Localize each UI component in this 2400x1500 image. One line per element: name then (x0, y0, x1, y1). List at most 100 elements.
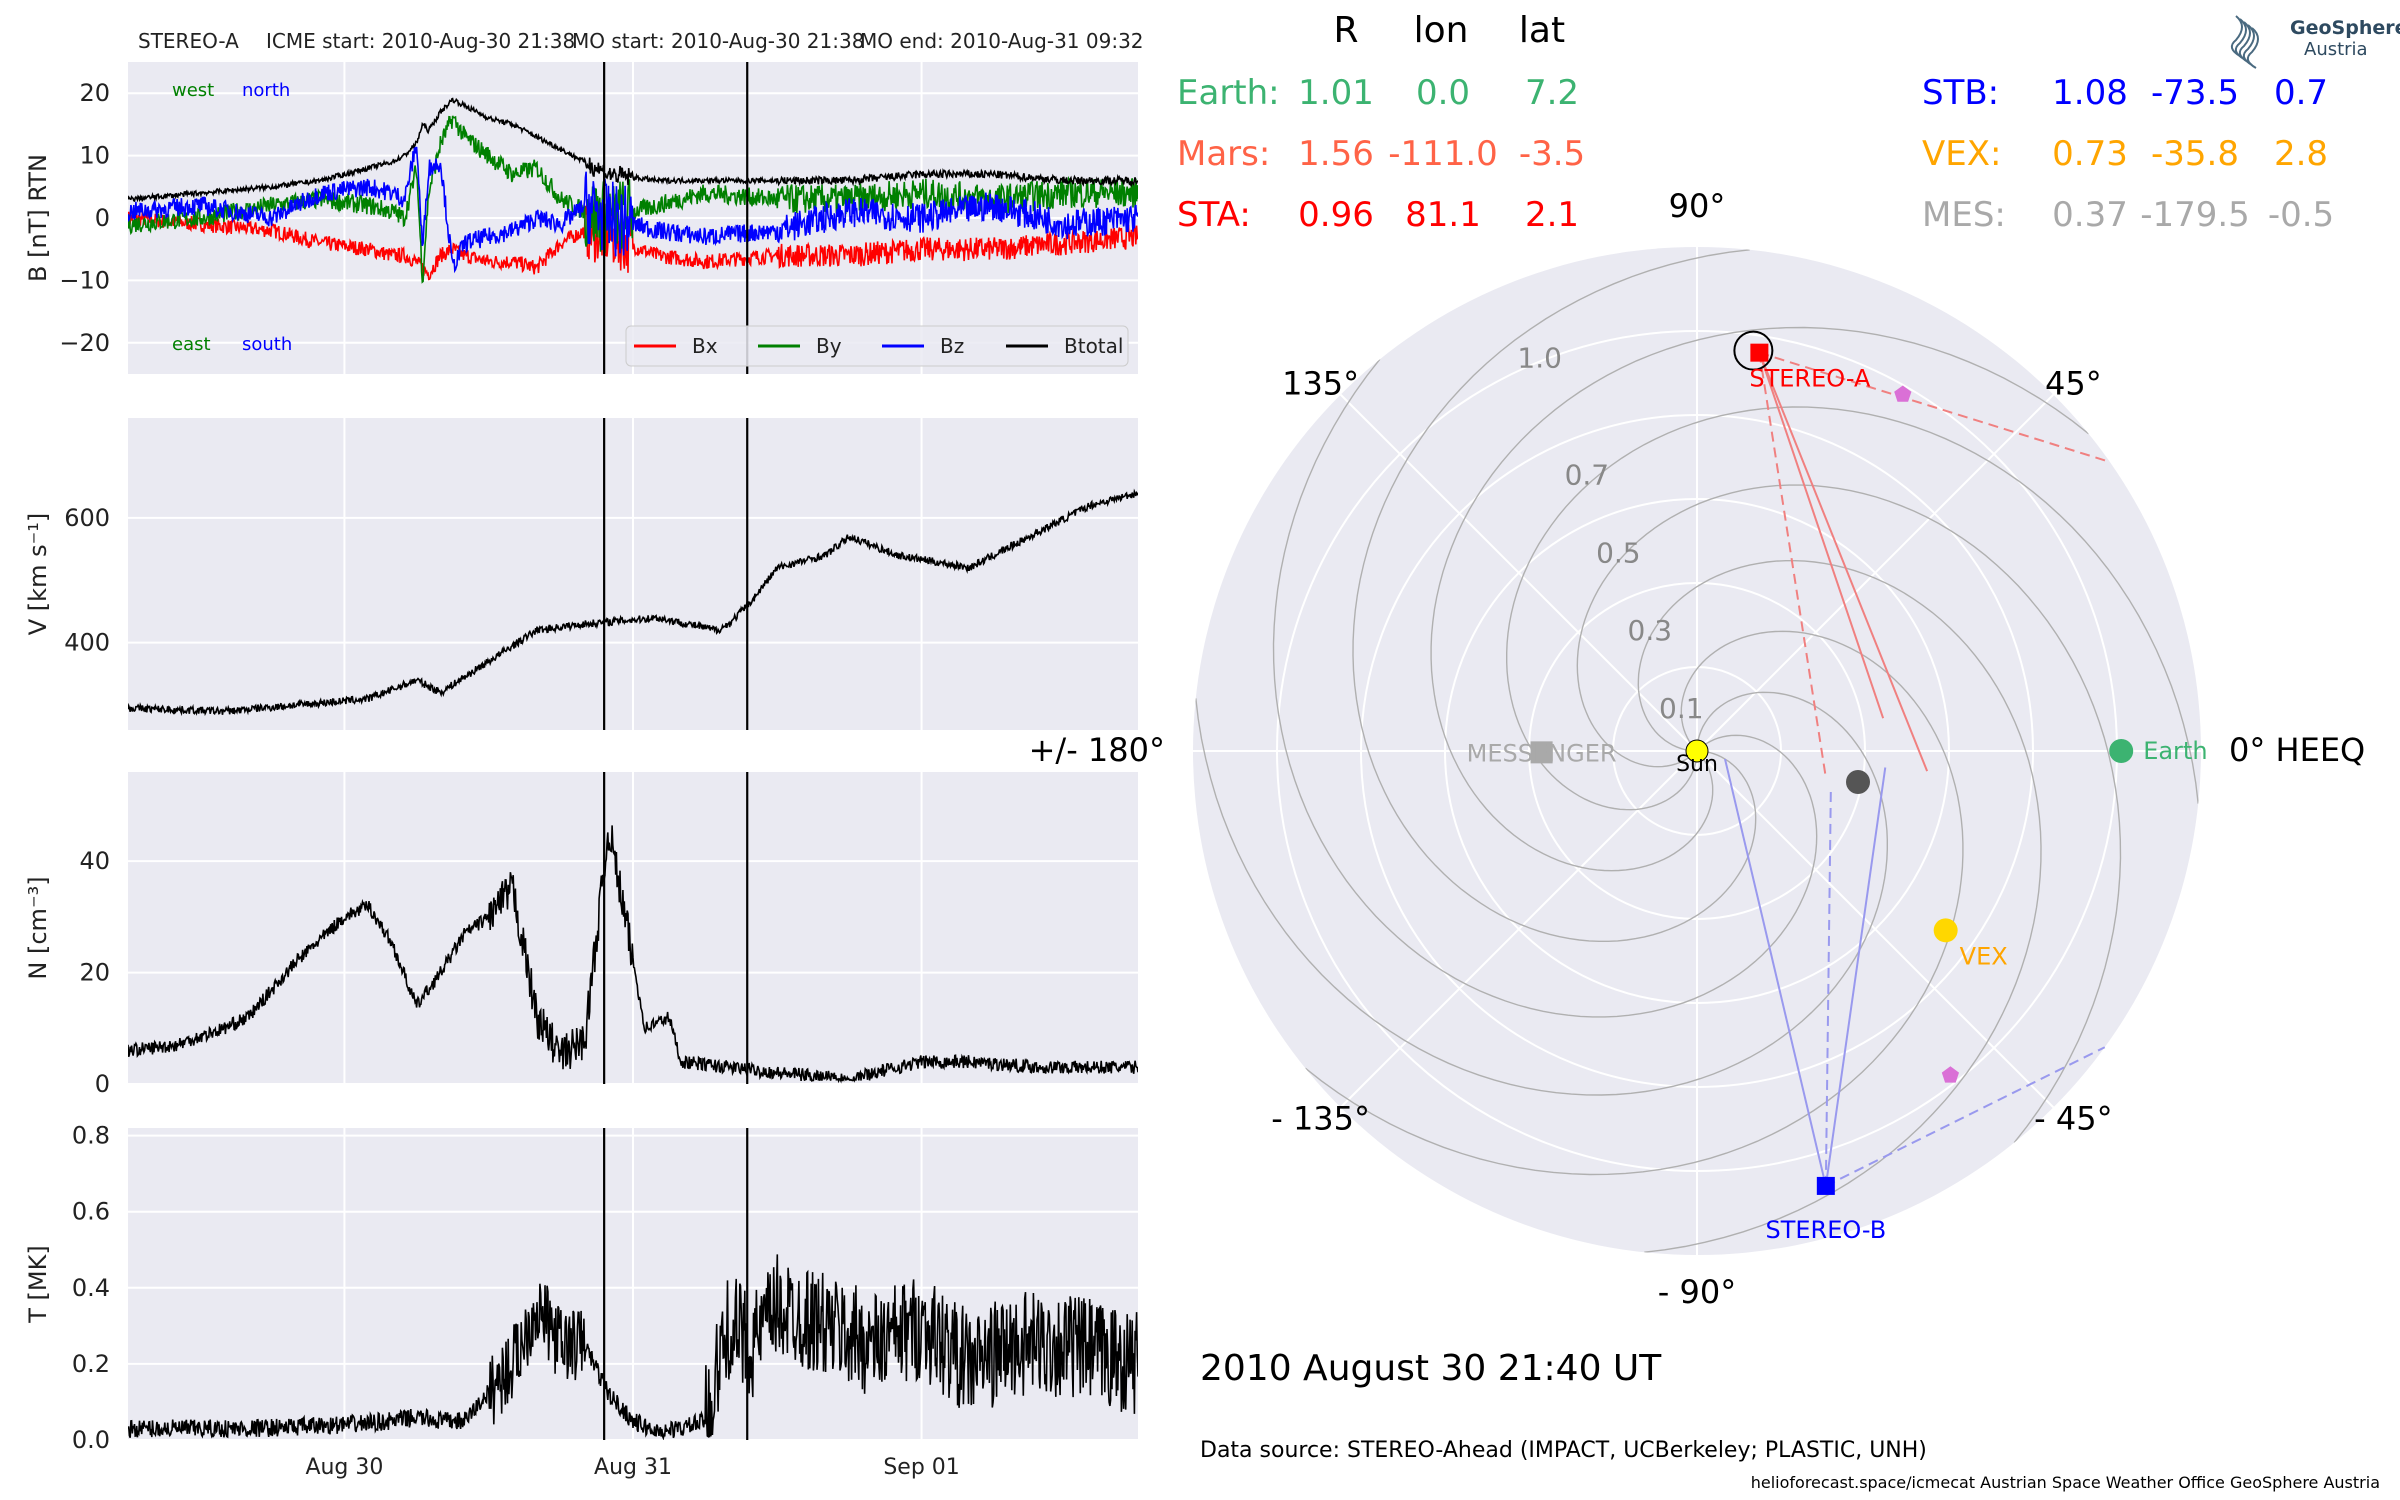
y-tick-label: 20 (79, 79, 110, 107)
r-tick-label: 0.1 (1659, 692, 1704, 725)
table-cell: -0.5 (2268, 195, 2334, 235)
table-cell: 81.1 (1405, 195, 1481, 235)
series-group (128, 97, 1138, 284)
table-cell: 0.7 (2274, 73, 2328, 113)
panel-header: ICME start: 2010-Aug-30 21:38 (266, 29, 575, 53)
angle-label: +/- 180° (1029, 731, 1165, 769)
table-row-name: MES: (1922, 195, 2006, 235)
table-cell: -179.5 (2140, 195, 2250, 235)
point-label: Earth (2143, 737, 2207, 765)
table-cell: -3.5 (1519, 134, 1585, 174)
timestamp: 2010 August 30 21:40 UT (1200, 1348, 1662, 1389)
logo-mark (2242, 24, 2255, 66)
parker-spiral (1272, 358, 1818, 1018)
parker-spiral (1195, 691, 1888, 1096)
panel-header: MO end: 2010-Aug-31 09:32 (860, 29, 1144, 53)
series-group (128, 488, 1138, 717)
polar-grid-spoke (1696, 750, 2055, 1109)
table-cell: 0.96 (1298, 195, 1374, 235)
logo-text: Austria (2304, 39, 2368, 60)
table-cell: -111.0 (1388, 134, 1498, 174)
y-tick-label: 0.8 (72, 1122, 110, 1150)
table-cell: -35.8 (2151, 134, 2239, 174)
table-cell: 0.73 (2052, 134, 2128, 174)
point-label: STEREO-A (1749, 365, 1871, 393)
angle-label: 135° (1282, 365, 1359, 403)
series-group (128, 1254, 1138, 1440)
panel-1: 20 10 0 −10 −20 B [nT] RTN (24, 62, 1138, 374)
legend-label: Bz (940, 334, 964, 358)
polar-grid-spoke (1339, 393, 1698, 752)
table-header: R (1333, 10, 1358, 51)
legend-label: By (816, 334, 842, 358)
polar-plot: 0.1 0.3 0.5 0.7 1.0 90° 45° 0° HEEQ - 45° - 90° - … (1029, 187, 2366, 1311)
earth-marker (2109, 739, 2134, 763)
r-tick-label: 0.3 (1628, 614, 1673, 647)
y-axis-label: N [cm⁻³] (24, 876, 52, 979)
stb-fov-line (1724, 758, 1827, 1187)
logo-mark (2234, 18, 2247, 60)
r-tick-label: 0.5 (1596, 536, 1641, 569)
stereo-b-marker (1816, 1176, 1835, 1195)
table-header: lat (1519, 10, 1565, 51)
series-btotal (128, 97, 1138, 203)
table-row-name: STB: (1922, 73, 1999, 113)
table-row-name: STA: (1177, 195, 1251, 235)
angle-label: 90° (1669, 187, 1726, 225)
y-tick-label: 0.4 (72, 1274, 110, 1302)
legend-label: Btotal (1064, 334, 1123, 358)
parker-spiral (1506, 406, 2199, 811)
table-row-name: Earth: (1177, 73, 1280, 113)
stb-fov-line (1824, 767, 1887, 1187)
polar-grid-spoke (1339, 750, 1698, 1109)
parker-spiral (1304, 630, 1964, 1176)
angle-label: - 135° (1271, 1099, 1370, 1137)
annotation-south: south (242, 334, 292, 355)
magenta-marker (1941, 1066, 1959, 1083)
y-axis-label: V [km s⁻¹] (24, 513, 52, 635)
stb-fov-dashed (1825, 1046, 2106, 1187)
polar-grid-spoke (1696, 393, 2055, 752)
x-tick-label: Sep 01 (883, 1455, 959, 1480)
r-tick-label: 1.0 (1517, 342, 1562, 375)
y-tick-label: 600 (64, 504, 110, 532)
body-marker (1846, 770, 1870, 794)
angle-label: 0° HEEQ (2229, 731, 2365, 769)
sun-marker (1685, 739, 1709, 763)
point-label: VEX (1960, 942, 2008, 970)
parker-spirals (1195, 249, 2199, 1253)
credits: helioforecast.space/icmecat Austrian Spa… (1751, 1473, 2380, 1492)
annotation-west: west (172, 80, 214, 101)
x-tick-label: Aug 31 (594, 1455, 672, 1480)
table-cell: 7.2 (1525, 73, 1579, 113)
y-tick-label: 0 (95, 1070, 110, 1098)
y-tick-label: 20 (79, 959, 110, 987)
y-tick-label: 400 (64, 629, 110, 657)
y-axis-label: B [nT] RTN (24, 154, 52, 282)
y-tick-label: 0 (95, 204, 110, 232)
point-label: STEREO-B (1765, 1216, 1886, 1244)
series-t (128, 1254, 1138, 1440)
x-tick-label: Aug 30 (305, 1455, 383, 1480)
y-axis-label: T [MK] (24, 1245, 52, 1323)
r-tick-label: 0.7 (1565, 458, 1610, 491)
parker-spiral (1637, 560, 2042, 1253)
legend-frame (625, 325, 1129, 367)
series-v (128, 488, 1138, 717)
panel-header: STEREO-A (138, 29, 239, 53)
annotation-east: east (172, 334, 211, 355)
y-tick-label: −20 (59, 329, 110, 357)
table-row-name: VEX: (1922, 134, 2002, 174)
series-n (128, 825, 1138, 1084)
series-group (128, 825, 1138, 1084)
stereo-a-ring (1733, 330, 1774, 371)
table-cell: 1.01 (1298, 73, 1374, 113)
y-tick-label: 0.6 (72, 1198, 110, 1226)
magenta-marker (1894, 385, 1912, 402)
point-label: Sun (1676, 752, 1718, 777)
y-tick-label: 0.2 (72, 1350, 110, 1378)
y-tick-label: 10 (79, 142, 110, 170)
fov-lines (1724, 351, 2111, 1187)
table-header: lon (1414, 10, 1469, 51)
